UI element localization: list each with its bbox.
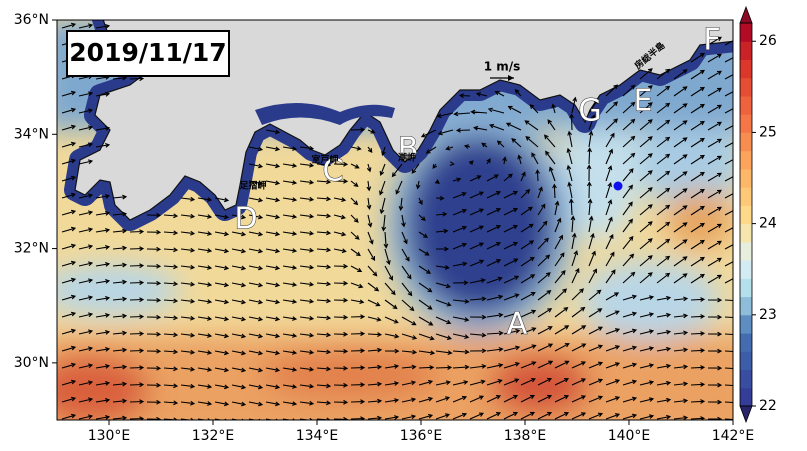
colorbar-segment (740, 387, 752, 407)
y-tick-label: 34°N (14, 126, 49, 142)
colorbar-frame (739, 22, 753, 407)
point-label: D (234, 202, 257, 237)
point-label: C (323, 154, 344, 189)
colorbar-segment (740, 223, 752, 243)
colorbar-extend-bottom (739, 405, 753, 424)
point-label: B (398, 132, 419, 167)
colorbar-segment (740, 41, 752, 60)
station-dot (613, 181, 623, 191)
place-name: 足摺岬 (239, 180, 266, 192)
x-tick-label: 136°E (400, 428, 443, 444)
colorbar-tick-label: 26 (759, 33, 777, 49)
place-name: 潮岬 (398, 152, 416, 164)
y-tick-label: 32°N (14, 241, 49, 257)
colorbar-segment (740, 59, 752, 79)
colorbar-extend-top (739, 5, 753, 24)
colorbar-segment (740, 95, 752, 115)
colorbar-segment (740, 205, 752, 225)
colorbar-segment (740, 132, 752, 152)
colorbar-segment (740, 114, 752, 133)
date-label: 2019/11/17 (69, 38, 226, 67)
scale-arrow-head (508, 75, 514, 81)
x-tick-label: 134°E (296, 428, 339, 444)
colorbar-segment (740, 296, 752, 316)
colorbar-segment (740, 314, 752, 334)
scale-label: 1 m/s (484, 60, 521, 74)
colorbar-segment (740, 23, 752, 42)
x-tick-label: 140°E (608, 428, 651, 444)
y-tick-label: 36°N (14, 12, 49, 28)
x-tick-label: 142°E (712, 428, 755, 444)
date-box (66, 30, 230, 77)
frame (56, 19, 734, 421)
land (74, 20, 733, 221)
x-tick-label: 132°E (192, 428, 235, 444)
colorbar-segment (740, 369, 752, 389)
colorbar-tick-label: 25 (759, 124, 777, 140)
colorbar-tick-label: 22 (759, 398, 777, 414)
colorbar-segment (740, 187, 752, 206)
point-label: F (703, 23, 720, 58)
place-name: 室戸岬 (311, 154, 338, 166)
colorbar-segment (740, 77, 752, 97)
x-tick-label: 138°E (504, 428, 547, 444)
colorbar-segment (740, 333, 752, 352)
current-vectors (61, 22, 733, 420)
colorbar-segment (740, 241, 752, 261)
point-label: G (578, 94, 601, 129)
point-label: E (634, 84, 653, 119)
colorbar-segment (740, 278, 752, 298)
colorbar-segment (740, 260, 752, 279)
colorbar-segment (740, 351, 752, 371)
point-label: A (507, 307, 528, 342)
map-area: 1 m/s (57, 20, 733, 420)
y-tick-label: 30°N (14, 355, 49, 371)
colorbar-tick-label: 23 (759, 307, 777, 323)
x-tick-label: 130°E (88, 428, 131, 444)
colorbar-segment (740, 168, 752, 188)
inland-sea (255, 102, 395, 125)
colorbar-segment (740, 150, 752, 170)
colorbar-tick-label: 24 (759, 216, 777, 232)
